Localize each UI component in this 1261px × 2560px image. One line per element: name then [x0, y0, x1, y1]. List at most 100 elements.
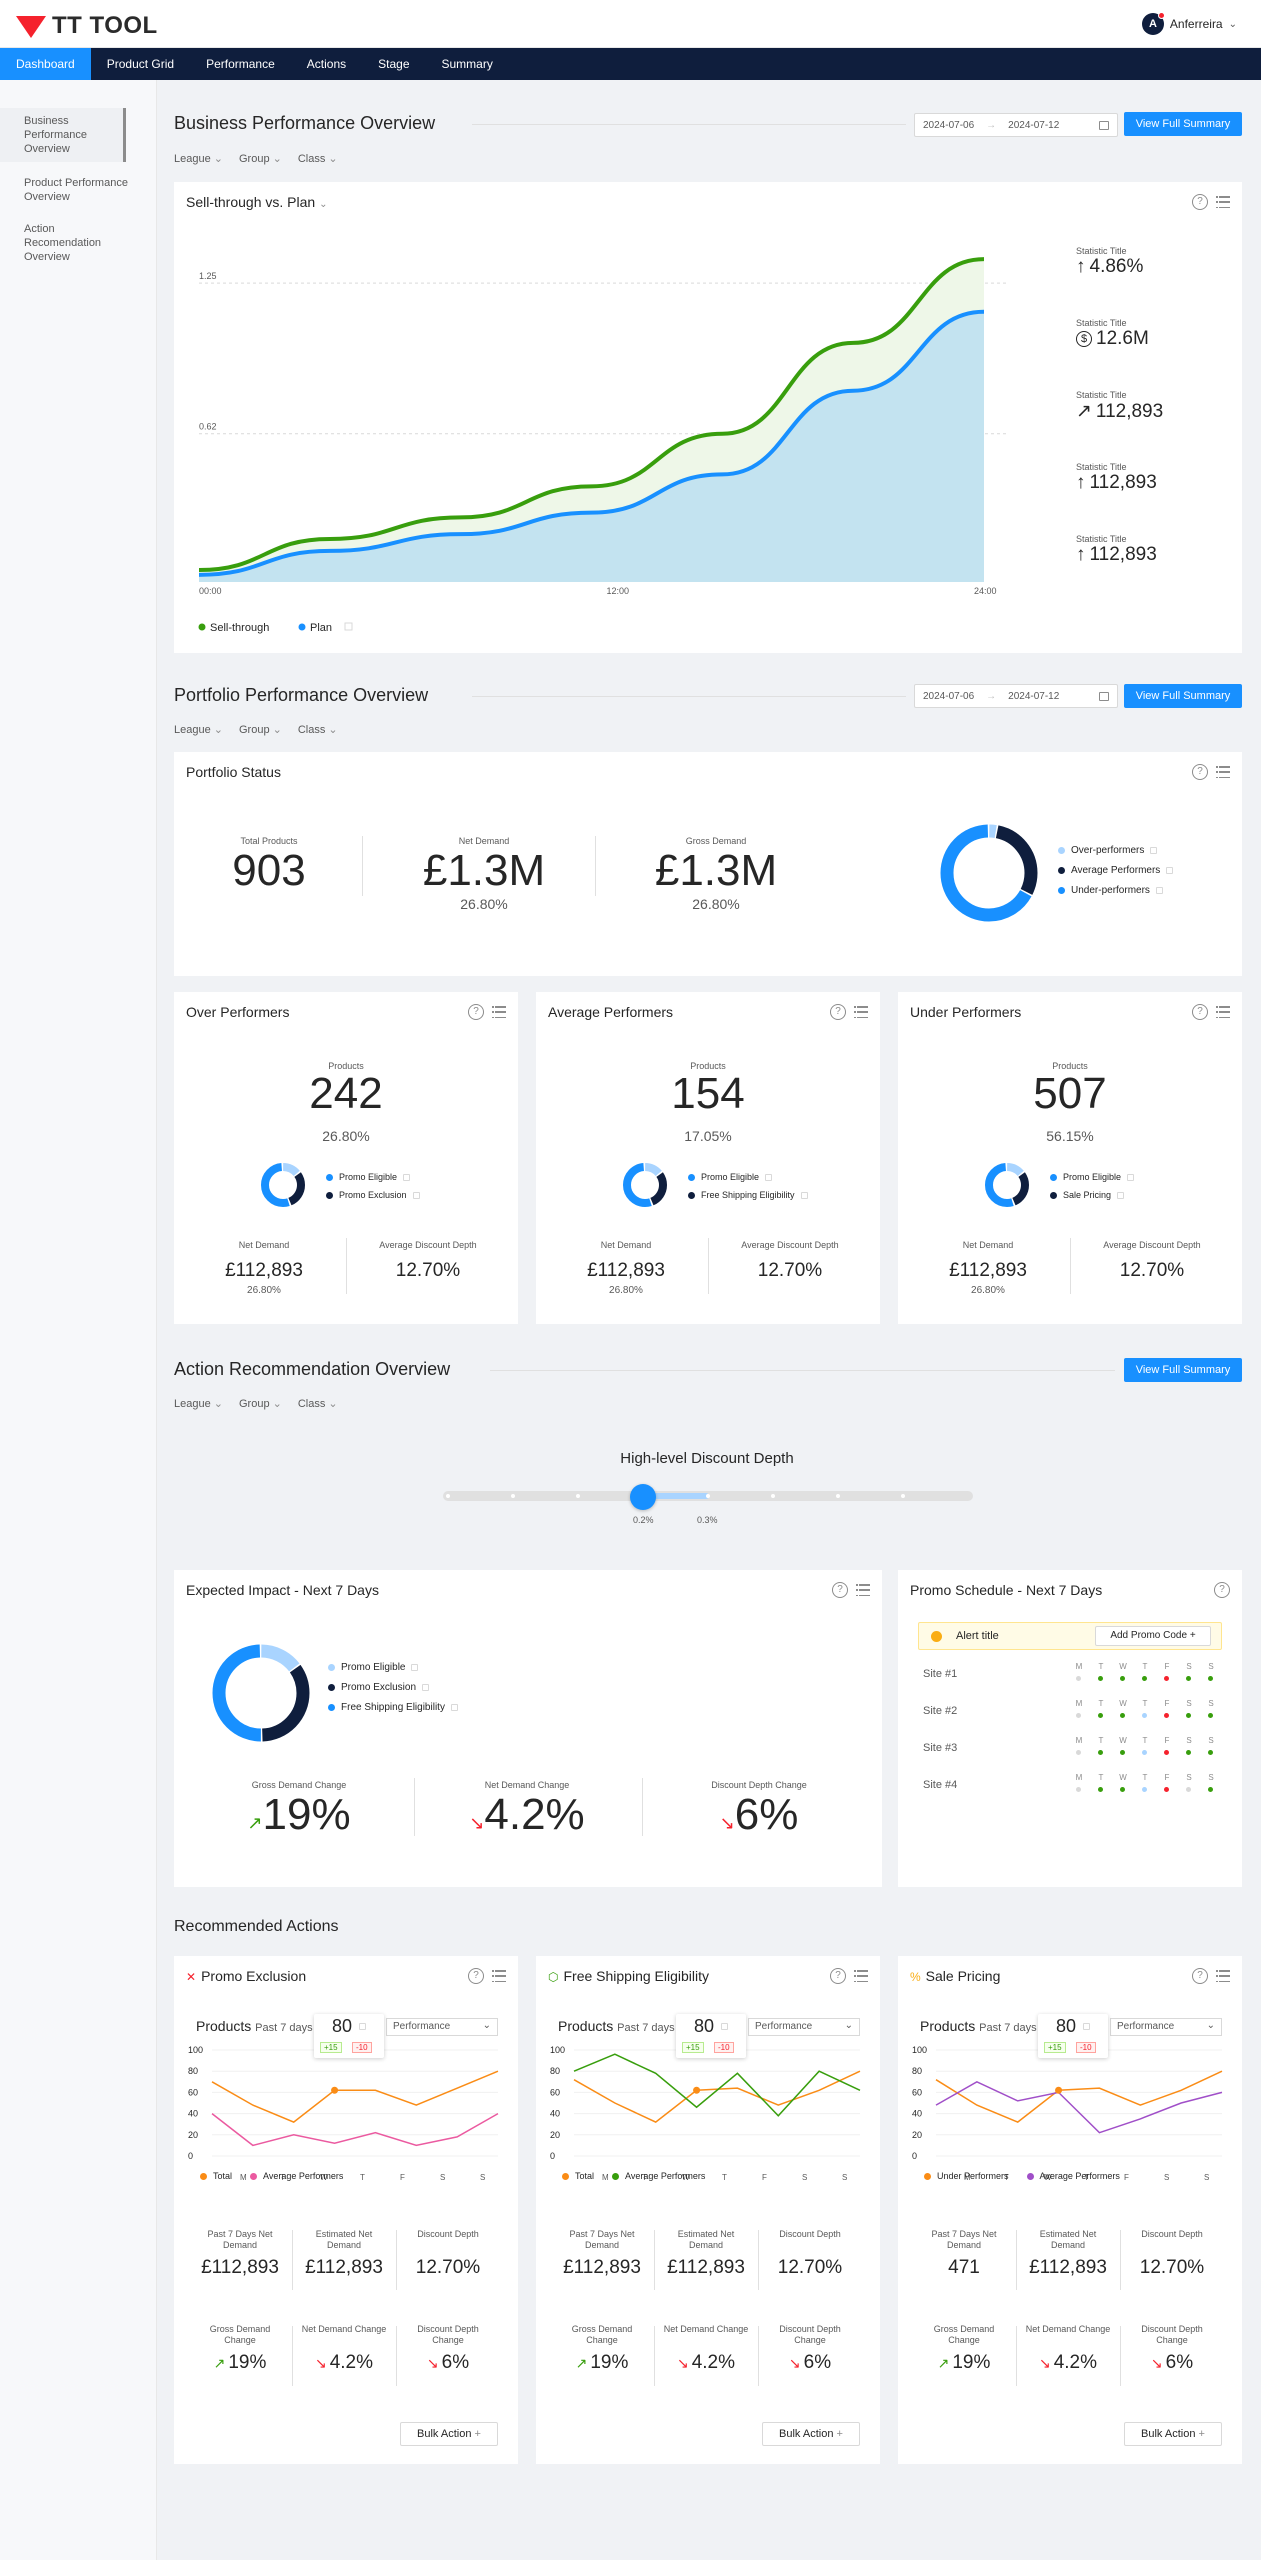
- tab-actions[interactable]: Actions: [306, 57, 347, 71]
- help-icon[interactable]: ?: [468, 1968, 484, 1984]
- filter-league[interactable]: League: [174, 152, 223, 165]
- schedule-dot[interactable]: [1208, 1750, 1213, 1755]
- list-icon[interactable]: [1216, 196, 1230, 208]
- schedule-dot[interactable]: [1076, 1750, 1081, 1755]
- schedule-dot[interactable]: [1208, 1676, 1213, 1681]
- schedule-dot[interactable]: [1076, 1713, 1081, 1718]
- donut-segment[interactable]: [212, 1644, 310, 1742]
- tab-performance[interactable]: Performance: [206, 57, 275, 71]
- donut-segment[interactable]: [940, 824, 1038, 922]
- list-icon[interactable]: [1216, 766, 1230, 778]
- schedule-dot[interactable]: [1098, 1676, 1103, 1681]
- list-icon[interactable]: [1216, 1006, 1230, 1018]
- list-icon[interactable]: [856, 1584, 870, 1596]
- list-icon[interactable]: [492, 1970, 506, 1982]
- schedule-dot[interactable]: [1186, 1676, 1191, 1681]
- schedule-dot[interactable]: [1164, 1787, 1169, 1792]
- list-icon[interactable]: [1216, 1970, 1230, 1982]
- schedule-dot[interactable]: [1186, 1787, 1191, 1792]
- donut-segment[interactable]: [212, 1644, 310, 1742]
- tab-summary[interactable]: Summary: [441, 57, 493, 71]
- donut-segment[interactable]: [261, 1163, 305, 1207]
- add-promo-code-button[interactable]: Add Promo Code +: [1095, 1626, 1211, 1646]
- date-range-picker[interactable]: 2024-07-06 → 2024-07-12: [914, 113, 1118, 137]
- donut-segment[interactable]: [623, 1163, 667, 1207]
- performance-dropdown[interactable]: Performance ⌄: [386, 2018, 498, 2036]
- filter-group[interactable]: Group: [239, 152, 282, 165]
- schedule-dot[interactable]: [1186, 1750, 1191, 1755]
- highlight-point[interactable]: [693, 2086, 701, 2094]
- schedule-dot[interactable]: [1164, 1750, 1169, 1755]
- help-icon[interactable]: ?: [1192, 1968, 1208, 1984]
- schedule-dot[interactable]: [1208, 1787, 1213, 1792]
- schedule-dot[interactable]: [1142, 1676, 1147, 1681]
- highlight-point[interactable]: [331, 2086, 339, 2094]
- sidebar-item-action-recommendation[interactable]: Action Recomendation Overview: [24, 223, 102, 263]
- schedule-dot[interactable]: [1076, 1676, 1081, 1681]
- slider-handle[interactable]: [630, 1484, 656, 1510]
- performer-card: Over Performers? Products 242 26.80% Promo E…: [174, 992, 518, 1324]
- highlight-point[interactable]: [1055, 2086, 1063, 2094]
- bulk-action-button[interactable]: Bulk Action +: [400, 2422, 498, 2446]
- help-icon[interactable]: ?: [830, 1004, 846, 1020]
- performance-dropdown[interactable]: Performance ⌄: [1110, 2018, 1222, 2036]
- schedule-dot[interactable]: [1120, 1787, 1125, 1792]
- filter-group[interactable]: Group: [239, 723, 282, 736]
- schedule-dot[interactable]: [1164, 1676, 1169, 1681]
- help-icon[interactable]: ?: [1192, 194, 1208, 210]
- sidebar-item-product-performance[interactable]: Product Performance Overview: [24, 177, 128, 203]
- tab-dashboard[interactable]: Dashboard: [0, 48, 91, 80]
- chart-title[interactable]: Sell-through vs. Plan ⌄: [186, 194, 328, 210]
- tab-stage[interactable]: Stage: [378, 57, 410, 71]
- schedule-dot[interactable]: [1142, 1713, 1147, 1718]
- view-full-summary-button[interactable]: View Full Summary: [1124, 1358, 1242, 1382]
- help-icon[interactable]: ?: [468, 1004, 484, 1020]
- donut-segment[interactable]: [985, 1163, 1029, 1207]
- view-full-summary-button[interactable]: View Full Summary: [1124, 112, 1242, 136]
- schedule-dot[interactable]: [1098, 1787, 1103, 1792]
- schedule-dot[interactable]: [1076, 1787, 1081, 1792]
- filter-league[interactable]: League: [174, 1397, 223, 1410]
- schedule-dot[interactable]: [1120, 1713, 1125, 1718]
- filter-league[interactable]: League: [174, 723, 223, 736]
- help-icon[interactable]: ?: [1192, 764, 1208, 780]
- bulk-action-button[interactable]: Bulk Action +: [762, 2422, 860, 2446]
- chevron-down-icon: ⌄: [482, 2020, 491, 2031]
- donut-segment[interactable]: [985, 1163, 1029, 1207]
- donut-segment[interactable]: [940, 824, 1038, 922]
- card-title: ✕ Promo Exclusion: [186, 1968, 307, 1984]
- filter-class[interactable]: Class: [298, 1397, 338, 1410]
- tab-product-grid[interactable]: Product Grid: [106, 57, 175, 71]
- filter-class[interactable]: Class: [298, 723, 338, 736]
- schedule-dot[interactable]: [1120, 1750, 1125, 1755]
- schedule-dot[interactable]: [1142, 1750, 1147, 1755]
- filter-class[interactable]: Class: [298, 152, 338, 165]
- schedule-dot[interactable]: [1186, 1713, 1191, 1718]
- date-range-picker[interactable]: 2024-07-06 → 2024-07-12: [914, 684, 1118, 708]
- user-menu[interactable]: A Anferreira ⌄: [1141, 12, 1237, 35]
- list-icon[interactable]: [854, 1970, 868, 1982]
- sidebar-item-business-performance[interactable]: Business Performance Overview: [0, 108, 126, 162]
- bulk-action-button[interactable]: Bulk Action +: [1124, 2422, 1222, 2446]
- filter-group[interactable]: Group: [239, 1397, 282, 1410]
- schedule-dot[interactable]: [1208, 1713, 1213, 1718]
- schedule-dot[interactable]: [1098, 1713, 1103, 1718]
- list-icon[interactable]: [854, 1006, 868, 1018]
- products-percent: 56.15%: [1046, 1128, 1094, 1144]
- legend-label[interactable]: Sell-through: [210, 622, 269, 634]
- schedule-dot[interactable]: [1164, 1713, 1169, 1718]
- logo[interactable]: TT TOOL: [16, 12, 158, 40]
- list-icon[interactable]: [492, 1006, 506, 1018]
- performance-dropdown[interactable]: Performance ⌄: [748, 2018, 860, 2036]
- schedule-dot[interactable]: [1142, 1787, 1147, 1792]
- help-icon[interactable]: ?: [832, 1582, 848, 1598]
- donut-segment[interactable]: [261, 1163, 305, 1207]
- help-icon[interactable]: ?: [830, 1968, 846, 1984]
- legend-label[interactable]: Plan: [310, 622, 332, 634]
- schedule-dot[interactable]: [1120, 1676, 1125, 1681]
- schedule-dot[interactable]: [1098, 1750, 1103, 1755]
- help-icon[interactable]: ?: [1192, 1004, 1208, 1020]
- help-icon[interactable]: ?: [1214, 1582, 1230, 1598]
- view-full-summary-button[interactable]: View Full Summary: [1124, 684, 1242, 708]
- donut-segment[interactable]: [623, 1163, 667, 1207]
